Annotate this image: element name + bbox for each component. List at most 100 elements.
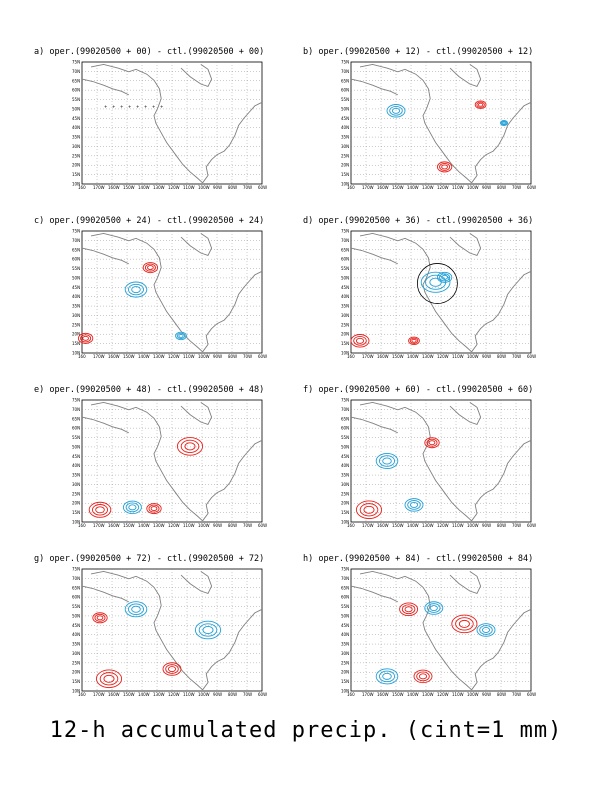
lon-tick-label: 120W <box>437 185 449 190</box>
lat-tick-label: 20N <box>341 501 349 506</box>
lon-tick-label: 120W <box>168 185 180 190</box>
coastline <box>180 64 213 87</box>
lat-tick-label: 70N <box>341 407 349 412</box>
lat-tick-label: 35N <box>72 642 80 647</box>
negative-contour <box>178 333 184 338</box>
lat-tick-label: 50N <box>72 444 80 449</box>
negative-contour <box>194 620 222 640</box>
lat-tick-label: 55N <box>341 604 349 609</box>
positive-contour <box>103 674 115 683</box>
negative-contour <box>479 625 493 635</box>
lon-tick-label: 160 <box>78 523 86 528</box>
negative-contour <box>404 498 424 512</box>
negative-contour <box>476 623 496 637</box>
lon-tick-label: 90W <box>213 692 222 697</box>
coastline <box>202 439 263 522</box>
negative-contour <box>202 626 214 634</box>
lat-tick-label: 30N <box>341 482 349 487</box>
coastline <box>202 608 263 691</box>
lon-tick-label: 160W <box>377 185 389 190</box>
lon-tick-label: 160 <box>347 523 355 528</box>
lon-tick-label: 160W <box>108 185 120 190</box>
lon-tick-label: 90W <box>213 185 222 190</box>
figure-caption: 12-h accumulated precip. (cint=1 mm) <box>49 718 563 743</box>
coastline <box>81 585 130 603</box>
positive-contour <box>409 337 419 344</box>
lon-tick-label: 80W <box>228 185 237 190</box>
lon-tick-label: 160W <box>108 692 120 697</box>
lon-tick-label: 160 <box>78 185 86 190</box>
lat-tick-label: 65N <box>72 78 80 83</box>
lon-tick-label: 160W <box>377 523 389 528</box>
positive-contour <box>88 501 112 518</box>
lat-tick-label: 55N <box>341 266 349 271</box>
negative-contour <box>439 273 451 282</box>
lat-tick-label: 30N <box>72 313 80 318</box>
lon-tick-label: 80W <box>497 185 506 190</box>
negative-contour <box>409 501 419 508</box>
lat-tick-label: 45N <box>341 454 349 459</box>
lat-tick-label: 10N <box>341 182 349 187</box>
positive-contour <box>94 613 106 622</box>
lon-tick-label: 140W <box>407 692 419 697</box>
lon-tick-label: 100W <box>198 354 210 359</box>
positive-contour <box>476 101 485 108</box>
lat-tick-label: 40N <box>341 294 349 299</box>
lat-tick-label: 50N <box>72 106 80 111</box>
positive-contour <box>80 334 92 343</box>
lon-tick-label: 150W <box>392 692 404 697</box>
positive-contour <box>350 334 370 348</box>
lat-tick-label: 25N <box>72 491 80 496</box>
lon-tick-label: 160W <box>377 354 389 359</box>
lon-tick-label: 130W <box>422 354 434 359</box>
lon-tick-label: 110W <box>452 692 464 697</box>
positive-contour <box>95 669 123 689</box>
lon-tick-label: 120W <box>437 692 449 697</box>
lat-tick-label: 20N <box>72 501 80 506</box>
lat-tick-label: 20N <box>72 670 80 675</box>
lon-tick-label: 90W <box>213 354 222 359</box>
lon-tick-label: 130W <box>153 692 165 697</box>
lon-tick-label: 60W <box>258 354 267 359</box>
positive-contour <box>99 672 119 686</box>
coastline <box>449 233 482 256</box>
panel-title: b) oper.(99020500 + 12) - ctl.(99020500 … <box>303 47 533 57</box>
panel-h: h) oper.(99020500 + 84) - ctl.(99020500 … <box>303 554 536 697</box>
lat-tick-label: 20N <box>341 332 349 337</box>
lat-tick-label: 10N <box>341 520 349 525</box>
coastline <box>81 416 130 434</box>
negative-contour <box>127 283 145 296</box>
positive-contour <box>144 263 156 272</box>
positive-contour <box>184 442 196 451</box>
lon-tick-label: 80W <box>228 523 237 528</box>
lat-tick-label: 75N <box>341 60 349 65</box>
coastline <box>202 101 263 184</box>
coastline <box>471 608 532 691</box>
lat-tick-label: 40N <box>72 632 80 637</box>
lon-tick-label: 70W <box>512 185 521 190</box>
lat-tick-label: 65N <box>72 416 80 421</box>
negative-contour <box>378 670 396 683</box>
positive-contour <box>82 335 89 341</box>
negative-contour <box>378 455 396 467</box>
coastline <box>350 416 399 434</box>
lon-tick-label: 100W <box>467 523 479 528</box>
panel-title: a) oper.(99020500 + 00) - ctl.(99020500 … <box>34 47 264 57</box>
lon-tick-label: 170W <box>93 692 105 697</box>
negative-contour <box>124 601 148 618</box>
lat-tick-label: 35N <box>341 135 349 140</box>
lat-tick-label: 75N <box>341 398 349 403</box>
lat-tick-label: 60N <box>341 88 349 93</box>
lon-tick-label: 110W <box>452 185 464 190</box>
lat-tick-label: 60N <box>72 426 80 431</box>
negative-contour <box>375 452 399 470</box>
negative-contour <box>128 504 137 511</box>
positive-contour <box>77 332 94 344</box>
positive-contour <box>426 438 438 447</box>
lon-tick-label: 130W <box>422 185 434 190</box>
negative-contour <box>131 286 141 294</box>
lon-tick-label: 100W <box>198 185 210 190</box>
lat-tick-label: 15N <box>72 341 80 346</box>
negative-contour <box>391 107 401 114</box>
observation-marker: + <box>112 104 115 109</box>
